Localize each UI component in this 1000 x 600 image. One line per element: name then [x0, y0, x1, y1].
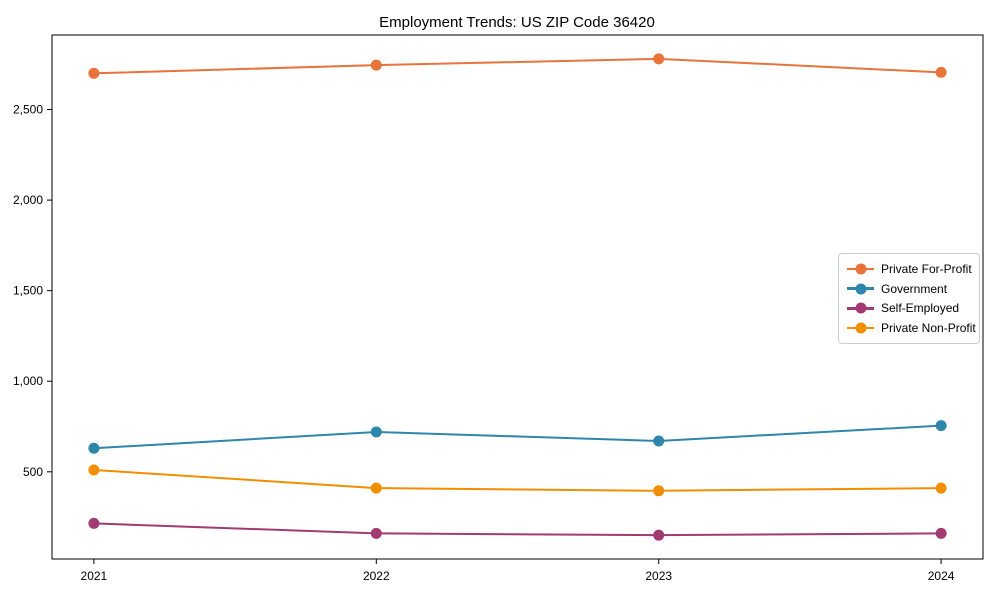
legend-marker-private-for-profit — [847, 263, 874, 275]
legend-item-private-for-profit: Private For-Profit — [847, 259, 972, 279]
legend-label: Private Non-Profit — [881, 321, 976, 336]
series-point-self-employed — [935, 527, 947, 539]
legend-marker-government — [847, 283, 874, 295]
x-axis-tick-label: 2021 — [81, 569, 108, 583]
legend-dot-icon — [855, 263, 866, 275]
legend-marker-self-employed — [847, 302, 874, 314]
y-axis-tick-label: 2,500 — [13, 103, 43, 117]
series-line-private-non-profit — [92, 468, 943, 492]
series-point-private-non-profit — [935, 482, 947, 494]
x-axis-tick-label: 2023 — [645, 569, 672, 583]
plot-border — [51, 34, 984, 560]
series-point-government — [653, 435, 665, 447]
series-line-private-for-profit — [92, 57, 943, 75]
x-axis-tick-label: 2022 — [363, 569, 390, 583]
x-axis-tick-label: 2024 — [928, 569, 955, 583]
series-point-self-employed — [370, 527, 382, 539]
series-point-private-non-profit — [370, 482, 382, 494]
series-line-government — [92, 424, 943, 450]
series-point-private-for-profit — [653, 53, 665, 65]
legend: Private For-Profit Government Self-Employe… — [838, 253, 980, 344]
y-axis-tick-label: 2,000 — [13, 193, 43, 207]
legend-dot-icon — [855, 302, 866, 314]
legend-label: Self-Employed — [881, 301, 960, 316]
series-point-government — [88, 442, 100, 454]
legend-dot-icon — [855, 283, 866, 295]
series-point-private-non-profit — [653, 485, 665, 497]
series-line-self-employed — [92, 522, 943, 537]
series-point-private-non-profit — [88, 464, 100, 476]
legend-label: Private For-Profit — [881, 261, 972, 276]
legend-item-private-non-profit: Private Non-Profit — [847, 318, 976, 338]
legend-label: Government — [881, 281, 948, 296]
legend-item-government: Government — [847, 279, 971, 299]
series-point-government — [935, 420, 947, 432]
series-point-self-employed — [88, 517, 100, 529]
series-point-self-employed — [653, 529, 665, 541]
y-axis-tick-label: 500 — [23, 465, 43, 479]
series-point-private-for-profit — [935, 66, 947, 78]
legend-dot-icon — [855, 322, 866, 334]
chart-title: Employment Trends: US ZIP Code 36420 — [379, 14, 655, 31]
legend-marker-private-non-profit — [847, 322, 874, 334]
legend-item-self-employed: Self-Employed — [847, 299, 971, 319]
series-point-government — [370, 426, 382, 438]
y-axis-tick-label: 1,500 — [13, 284, 43, 298]
series-point-private-for-profit — [370, 59, 382, 71]
y-axis-tick-label: 1,000 — [13, 374, 43, 388]
series-point-private-for-profit — [88, 67, 100, 79]
